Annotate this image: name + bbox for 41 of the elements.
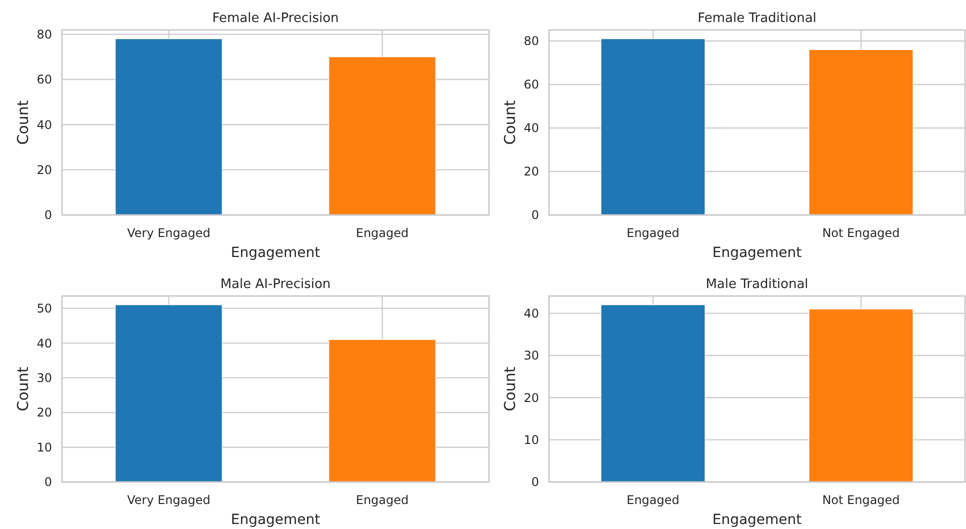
x-axis-title: Engagement <box>712 245 802 261</box>
y-tick-label: 0 <box>531 208 539 222</box>
y-tick-label: 30 <box>524 348 539 363</box>
y-tick-label: 60 <box>524 78 539 92</box>
y-tick-label: 80 <box>524 34 539 48</box>
x-tick-label: Very Engaged <box>127 226 210 240</box>
x-tick-label: Engaged <box>626 493 680 507</box>
x-axis-title: Engagement <box>712 512 802 528</box>
y-tick-label: 40 <box>524 121 539 136</box>
y-tick-label: 20 <box>524 390 539 405</box>
x-tick-label: Not Engaged <box>822 226 900 240</box>
y-axis-title: Count <box>501 366 519 412</box>
chart-title: Male AI-Precision <box>220 277 331 292</box>
y-axis-title: Count <box>501 100 519 145</box>
y-tick-label: 50 <box>36 302 52 316</box>
chart-title: Female AI-Precision <box>212 11 339 26</box>
x-tick-label: Very Engaged <box>127 493 210 507</box>
chart-title: Female Traditional <box>698 11 816 26</box>
y-tick-label: 40 <box>36 118 52 132</box>
y-axis-title: Count <box>14 366 32 412</box>
y-tick-label: 10 <box>524 433 539 448</box>
y-tick-label: 60 <box>36 72 52 87</box>
y-tick-label: 20 <box>524 164 539 179</box>
y-tick-label: 80 <box>36 27 52 42</box>
y-tick-label: 0 <box>44 475 52 490</box>
x-axis-title: Engagement <box>230 245 321 261</box>
x-tick-label: Engaged <box>626 226 680 240</box>
y-tick-label: 20 <box>36 163 52 178</box>
y-tick-label: 0 <box>531 475 539 490</box>
y-tick-label: 20 <box>36 406 52 420</box>
chart-title: Male Traditional <box>706 277 808 292</box>
x-tick-label: Engaged <box>356 493 409 507</box>
x-tick-label: Engaged <box>356 226 409 240</box>
y-tick-label: 40 <box>36 336 52 350</box>
y-axis-title: Count <box>14 100 32 145</box>
y-tick-label: 30 <box>36 371 52 385</box>
y-tick-label: 10 <box>36 440 52 454</box>
x-axis-title: Engagement <box>230 512 321 528</box>
y-tick-label: 0 <box>44 208 52 222</box>
y-tick-label: 40 <box>524 306 539 320</box>
x-tick-label: Not Engaged <box>822 493 900 507</box>
